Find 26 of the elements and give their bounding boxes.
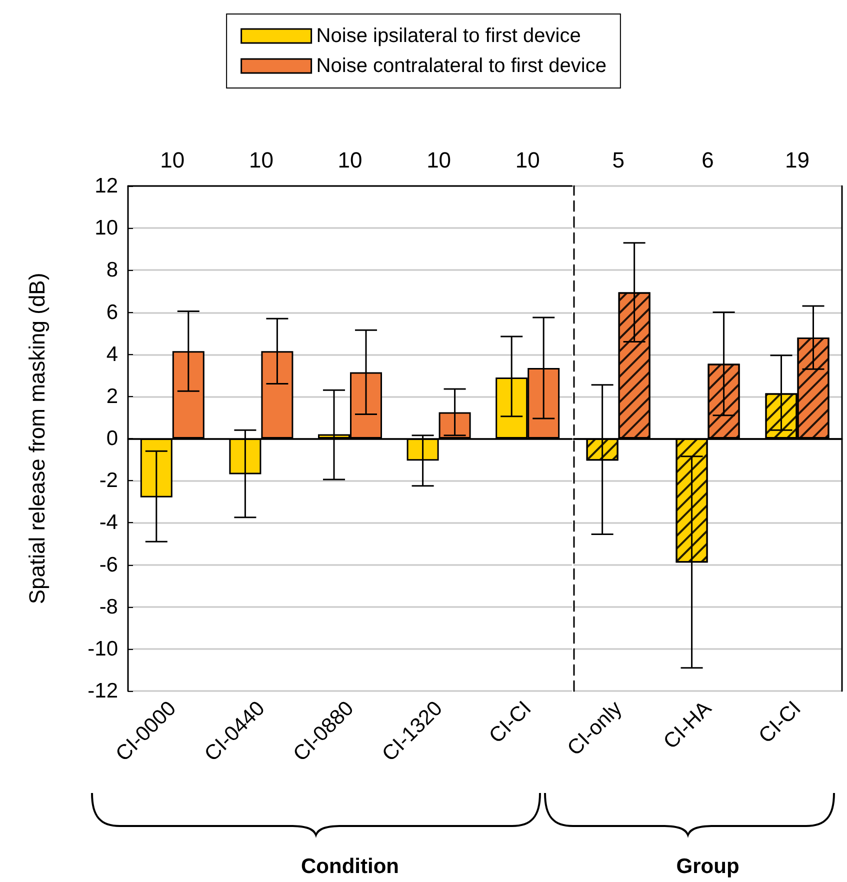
y-tick-label: 4 (106, 342, 118, 366)
text: 10 (160, 148, 185, 172)
x-axis-title: Group (676, 855, 740, 878)
y-axis-title: Spatial release from masking (dB) (24, 272, 50, 604)
x-axis-title: Condition (301, 855, 399, 878)
y-tick-label: -10 (88, 637, 118, 660)
text: 6 (702, 148, 714, 172)
y-tick-label: 12 (94, 174, 118, 198)
text: 19 (785, 148, 810, 172)
y-tick-label: -6 (99, 553, 118, 576)
text: 5 (612, 148, 624, 172)
y-tick-label: 10 (94, 216, 118, 240)
y-tick-label: -2 (99, 469, 118, 492)
legend-label: Noise ipsilateral to first device (316, 25, 581, 47)
y-tick-label: 0 (106, 427, 118, 450)
y-tick-label: -8 (99, 595, 118, 618)
text: 10 (338, 148, 362, 172)
y-tick-label: -4 (99, 511, 118, 534)
y-tick-label: -12 (88, 680, 118, 702)
legend-label: Noise contralateral to first device (316, 55, 606, 77)
y-tick-label: 6 (106, 300, 118, 324)
text: 10 (426, 148, 452, 172)
text: 10 (515, 148, 540, 172)
text: 10 (248, 148, 274, 172)
y-tick-label: 2 (106, 384, 118, 408)
y-tick-label: 8 (106, 258, 118, 282)
